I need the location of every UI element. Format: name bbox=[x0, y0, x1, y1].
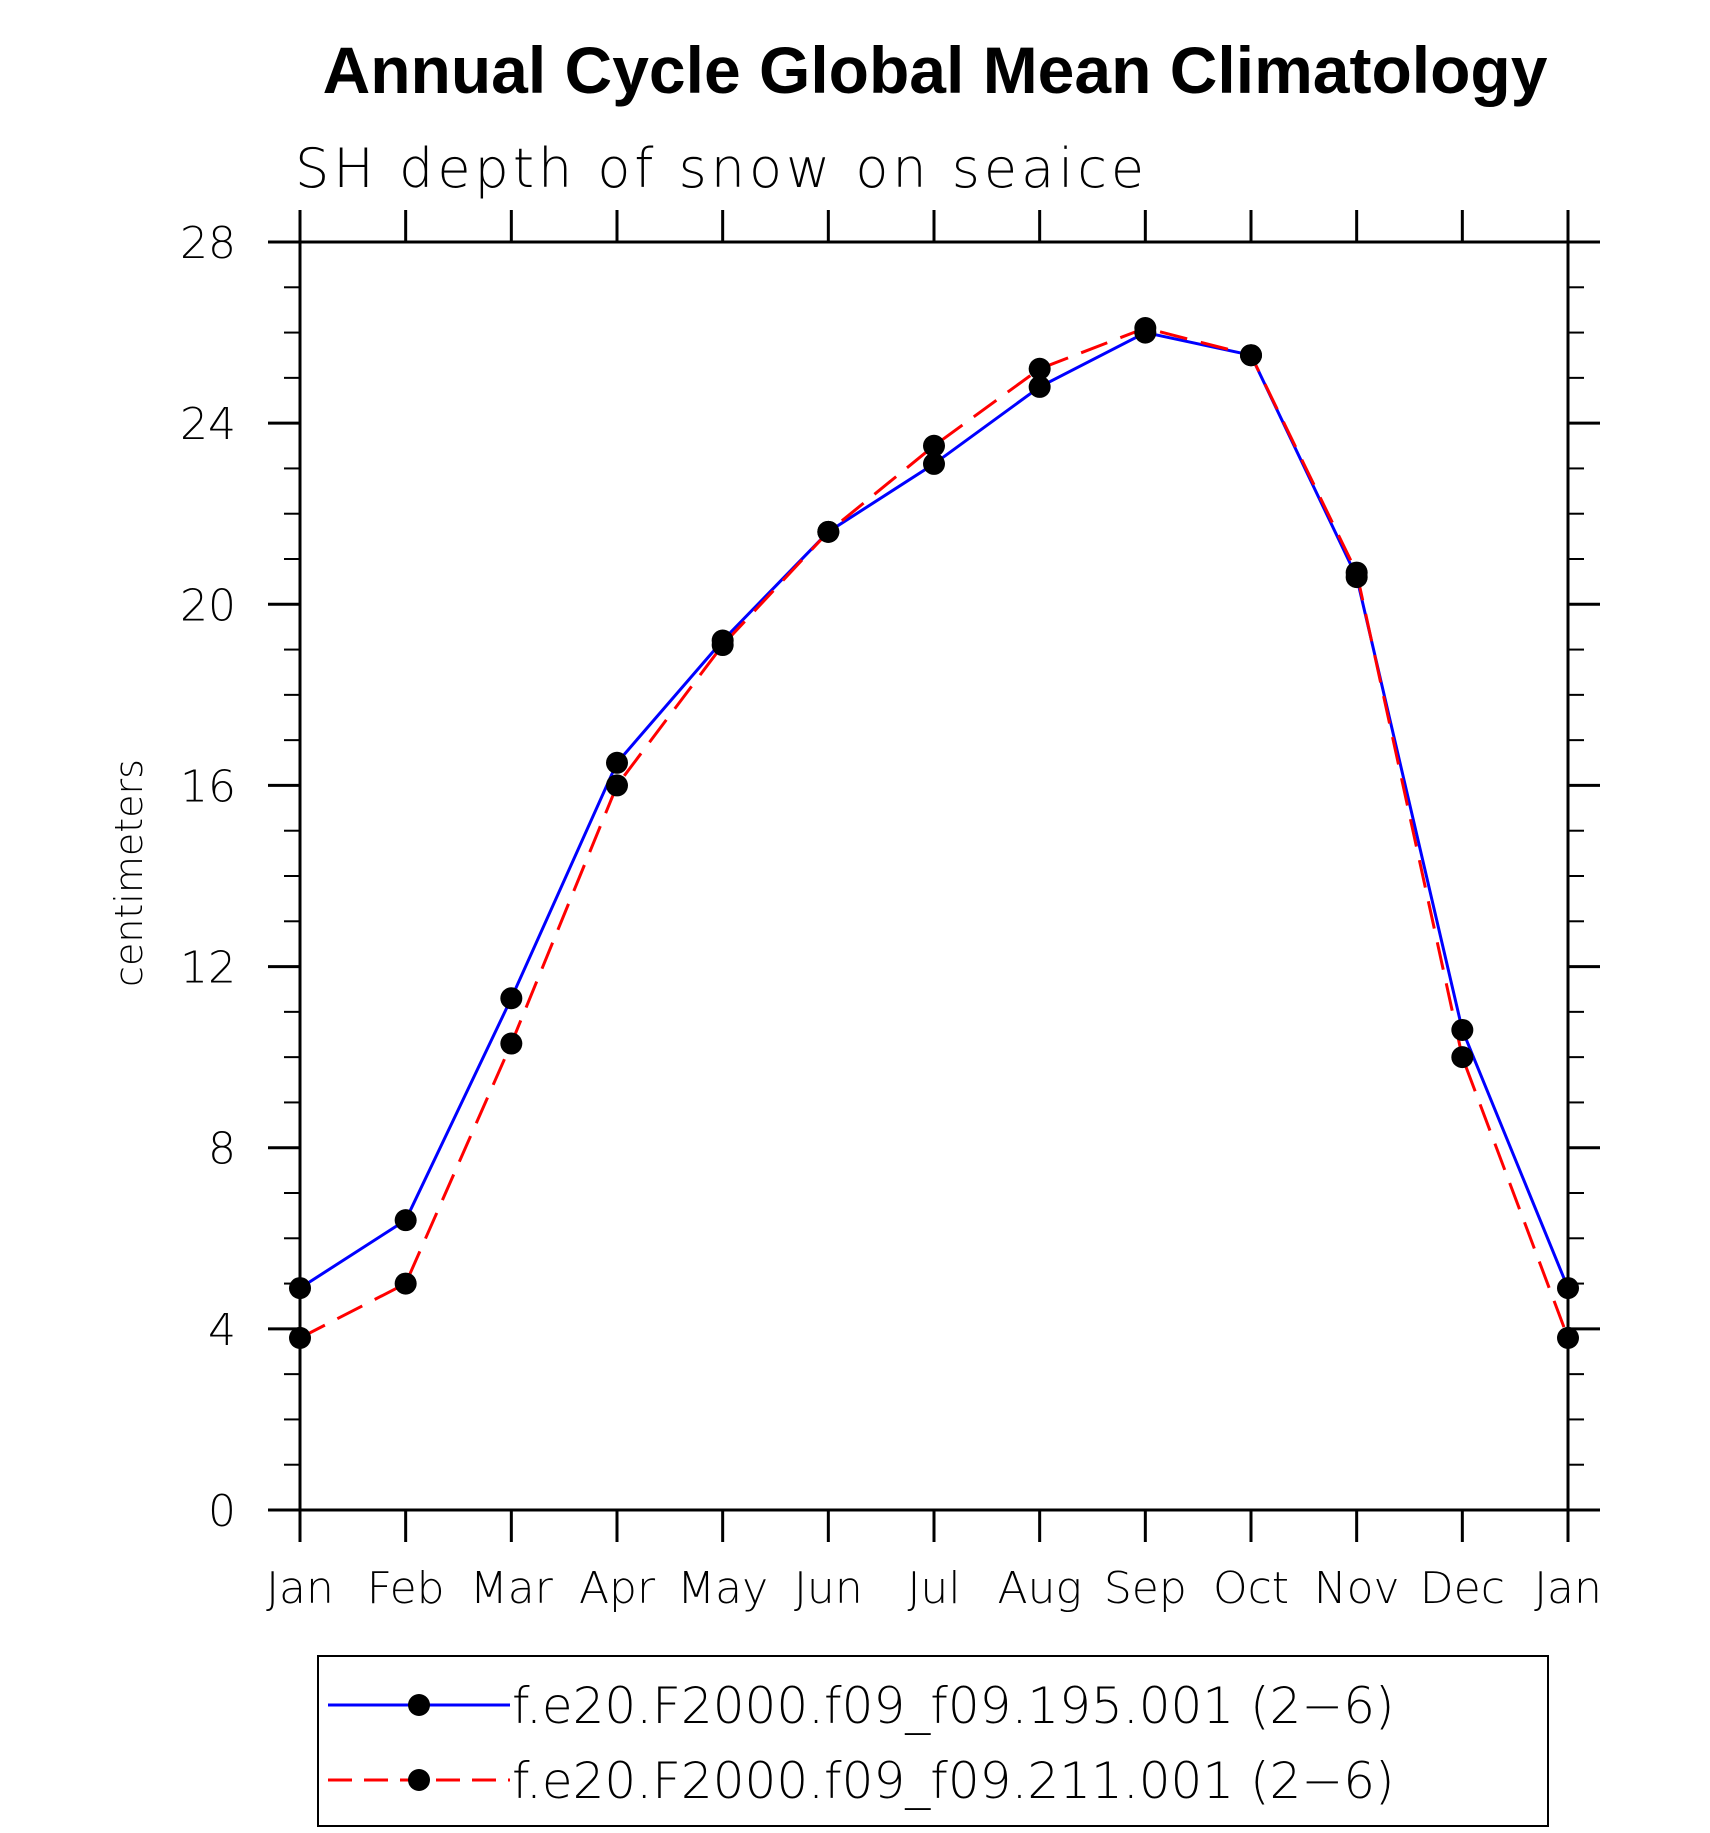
series-1-point bbox=[1557, 1277, 1579, 1300]
legend-label-2: f.e20.F2000.f09_f09.211.001 (2−6) bbox=[512, 1752, 1395, 1810]
x-tick-label: Jan bbox=[266, 1563, 334, 1614]
x-tick-label: Feb bbox=[367, 1563, 445, 1614]
series-2-point bbox=[1345, 561, 1368, 584]
legend-label-1: f.e20.F2000.f09_f09.195.001 (2−6) bbox=[512, 1677, 1395, 1735]
series-1-point bbox=[1451, 1018, 1474, 1041]
series-2-point bbox=[923, 434, 945, 457]
chart-subtitle: SH depth of snow on seaice bbox=[295, 137, 1148, 200]
y-tick-label: 24 bbox=[180, 399, 236, 450]
legend-box bbox=[317, 1655, 1549, 1827]
y-tick-label: 0 bbox=[208, 1486, 236, 1537]
axis-ticks bbox=[268, 210, 1600, 1542]
series-layer bbox=[299, 326, 1570, 1340]
x-tick-label: May bbox=[677, 1563, 768, 1614]
series-1-point bbox=[289, 1277, 311, 1300]
series-1-point bbox=[606, 751, 628, 774]
y-tick-label: 16 bbox=[180, 761, 236, 812]
x-tick-label: Mar bbox=[470, 1563, 554, 1614]
y-tick-label: 28 bbox=[180, 218, 236, 269]
series-2-point bbox=[1240, 344, 1262, 367]
legend-marker-1 bbox=[408, 1694, 430, 1716]
x-tick-label: Apr bbox=[579, 1563, 656, 1614]
y-tick-label: 12 bbox=[180, 943, 236, 994]
legend-marker-2 bbox=[408, 1769, 430, 1791]
x-tick-label: Sep bbox=[1104, 1563, 1187, 1614]
y-tick-label: 20 bbox=[180, 580, 236, 631]
y-axis-label: centimeters bbox=[107, 759, 151, 987]
series-line-2 bbox=[299, 326, 1570, 1340]
x-tick-label: Jun bbox=[794, 1563, 863, 1614]
chart-title: Annual Cycle Global Mean Climatology bbox=[323, 33, 1548, 107]
x-tick-labels: Jan Feb Mar Apr May Jun Jul Aug Sep Oct Nov Dec Jan bbox=[266, 1563, 1602, 1614]
plot-frame bbox=[298, 240, 1570, 1512]
series-2-point bbox=[1451, 1046, 1474, 1069]
series-2-point bbox=[500, 1032, 523, 1055]
series-2-point bbox=[817, 520, 840, 543]
series-2-point bbox=[606, 774, 628, 797]
series-2-point bbox=[1134, 317, 1157, 340]
x-tick-label: Oct bbox=[1213, 1563, 1289, 1614]
series-1-point bbox=[500, 987, 523, 1010]
series-1-point bbox=[1028, 375, 1051, 398]
legend: f.e20.F2000.f09_f09.195.001 (2−6) f.e20.F… bbox=[317, 1655, 1549, 1827]
x-tick-label: Aug bbox=[997, 1563, 1081, 1614]
series-2-point bbox=[1028, 357, 1051, 380]
y-tick-labels: 0 4 8 12 16 20 24 28 bbox=[180, 218, 236, 1537]
legend-items: f.e20.F2000.f09_f09.195.001 (2−6) f.e20.F… bbox=[328, 1677, 1395, 1810]
series-2-point bbox=[394, 1272, 417, 1295]
y-tick-label: 8 bbox=[208, 1124, 236, 1175]
marker-layer bbox=[289, 317, 1579, 1349]
series-2-point bbox=[711, 634, 734, 657]
series-2-point bbox=[1557, 1326, 1579, 1349]
x-tick-label: Jul bbox=[907, 1563, 960, 1614]
x-tick-label: Nov bbox=[1314, 1563, 1400, 1614]
x-tick-label: Jan bbox=[1534, 1563, 1602, 1614]
series-line-1 bbox=[299, 330, 1570, 1290]
x-tick-label: Dec bbox=[1420, 1563, 1505, 1614]
series-1-point bbox=[923, 452, 945, 475]
y-tick-label: 4 bbox=[208, 1305, 236, 1356]
series-1-point bbox=[394, 1209, 417, 1232]
series-2-point bbox=[289, 1326, 311, 1349]
